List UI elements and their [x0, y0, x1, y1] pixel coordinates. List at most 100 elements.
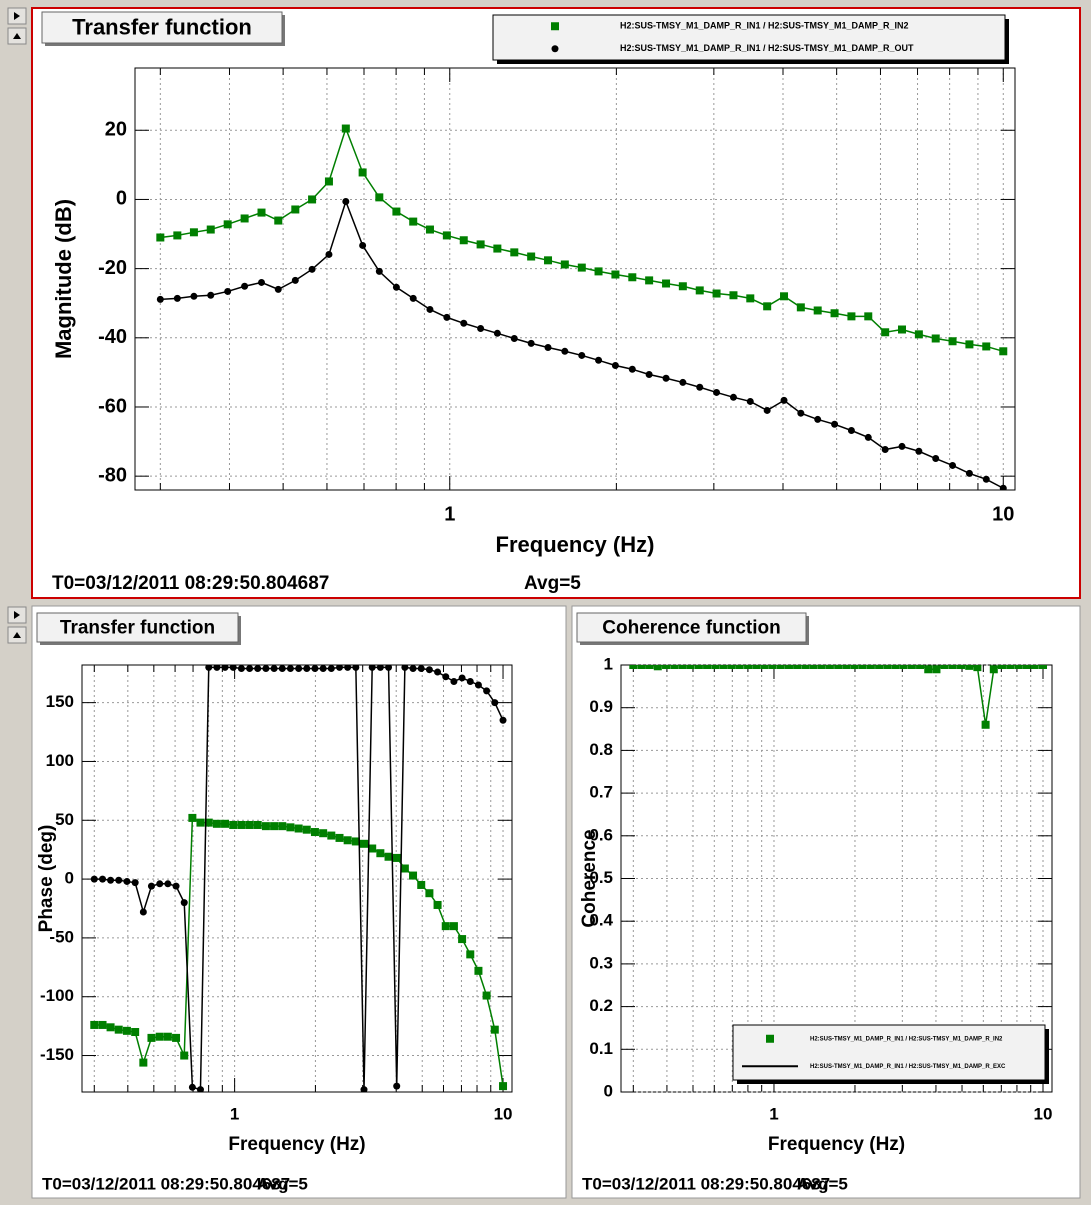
marker [1022, 665, 1031, 669]
marker [327, 831, 336, 840]
marker [965, 665, 974, 670]
marker [711, 665, 720, 669]
marker [291, 276, 299, 284]
marker [172, 1033, 181, 1042]
marker [499, 716, 507, 724]
y-tick-label: -50 [49, 927, 74, 946]
y-tick-label: -40 [98, 326, 127, 348]
marker [131, 1028, 140, 1037]
marker [434, 668, 442, 676]
marker [897, 325, 906, 334]
marker [744, 665, 753, 669]
legend-box [732, 1024, 1046, 1081]
marker [229, 665, 237, 671]
marker [678, 282, 687, 291]
marker [302, 825, 311, 834]
marker [763, 302, 772, 311]
marker [981, 720, 990, 729]
marker [645, 665, 654, 669]
chart: Coherence function 1 10 0 0.1 0.2 0.3 0.4 0.5 0.6… [576, 612, 1053, 1193]
marker [147, 882, 155, 890]
marker [949, 461, 957, 469]
legend-label: H2:SUS-TMSY_M1_DAMP_R_IN1 / H2:SUS-TMSY_… [620, 43, 914, 53]
marker [240, 214, 249, 223]
marker [645, 276, 654, 285]
marker [106, 1023, 115, 1032]
marker [629, 665, 638, 669]
marker [466, 677, 474, 685]
marker [376, 849, 385, 858]
marker [776, 665, 785, 669]
marker [695, 286, 704, 295]
marker [551, 22, 559, 31]
y-tick-label: 100 [46, 751, 74, 770]
marker [155, 1032, 164, 1041]
marker [213, 665, 221, 671]
marker [324, 177, 333, 186]
title-box [36, 612, 239, 643]
marker [310, 828, 319, 837]
marker [460, 319, 468, 327]
y-tick-label: 150 [46, 692, 74, 711]
marker [746, 294, 755, 303]
marker [308, 195, 317, 204]
marker [327, 665, 335, 673]
marker [686, 665, 695, 669]
marker [278, 665, 286, 673]
marker [899, 665, 908, 669]
marker [311, 665, 319, 673]
marker [866, 665, 875, 669]
marker [325, 250, 333, 258]
marker [594, 267, 603, 276]
marker [831, 420, 839, 428]
x-tick-label: 10 [494, 1104, 513, 1123]
marker [957, 665, 966, 669]
marker [190, 292, 198, 300]
marker [474, 966, 483, 975]
marker [409, 217, 418, 226]
marker [997, 665, 1006, 669]
marker [595, 356, 603, 364]
marker [780, 292, 789, 301]
marker [883, 665, 892, 669]
marker [527, 252, 536, 261]
marker [188, 1083, 196, 1091]
marker [433, 900, 442, 909]
marker [229, 820, 238, 829]
marker [965, 469, 973, 477]
marker [115, 876, 123, 884]
marker [948, 665, 957, 669]
marker [114, 1025, 123, 1034]
marker [850, 665, 859, 669]
marker [729, 291, 738, 300]
marker [189, 228, 198, 237]
footer-t0: T0=03/12/2011 08:29:50.804687 [582, 1174, 830, 1193]
x-axis-label: Frequency (Hz) [768, 1134, 905, 1155]
marker [814, 415, 822, 423]
marker [180, 899, 188, 907]
marker [342, 198, 350, 206]
marker [286, 665, 294, 673]
marker [914, 330, 923, 339]
marker [916, 665, 925, 669]
x-tick-label: 10 [992, 503, 1014, 525]
marker [1030, 665, 1039, 669]
marker [188, 813, 197, 822]
marker [551, 45, 559, 53]
marker [122, 1026, 131, 1035]
marker [694, 665, 703, 669]
marker [474, 681, 482, 689]
legend-label: H2:SUS-TMSY_M1_DAMP_R_IN1 / H2:SUS-TMSY_… [810, 1036, 1003, 1042]
marker [924, 665, 933, 674]
arrow-icon [14, 611, 20, 619]
marker [847, 427, 855, 435]
marker [341, 124, 350, 133]
y-tick-label: 0.2 [589, 996, 613, 1015]
x-axis-label: Frequency (Hz) [228, 1134, 365, 1155]
y-tick-label: 20 [105, 119, 127, 141]
marker [253, 820, 262, 829]
y-tick-label: 0 [604, 1081, 613, 1100]
y-tick-label: 0.4 [589, 911, 613, 930]
plot-frame [134, 67, 1016, 491]
marker [205, 665, 213, 671]
